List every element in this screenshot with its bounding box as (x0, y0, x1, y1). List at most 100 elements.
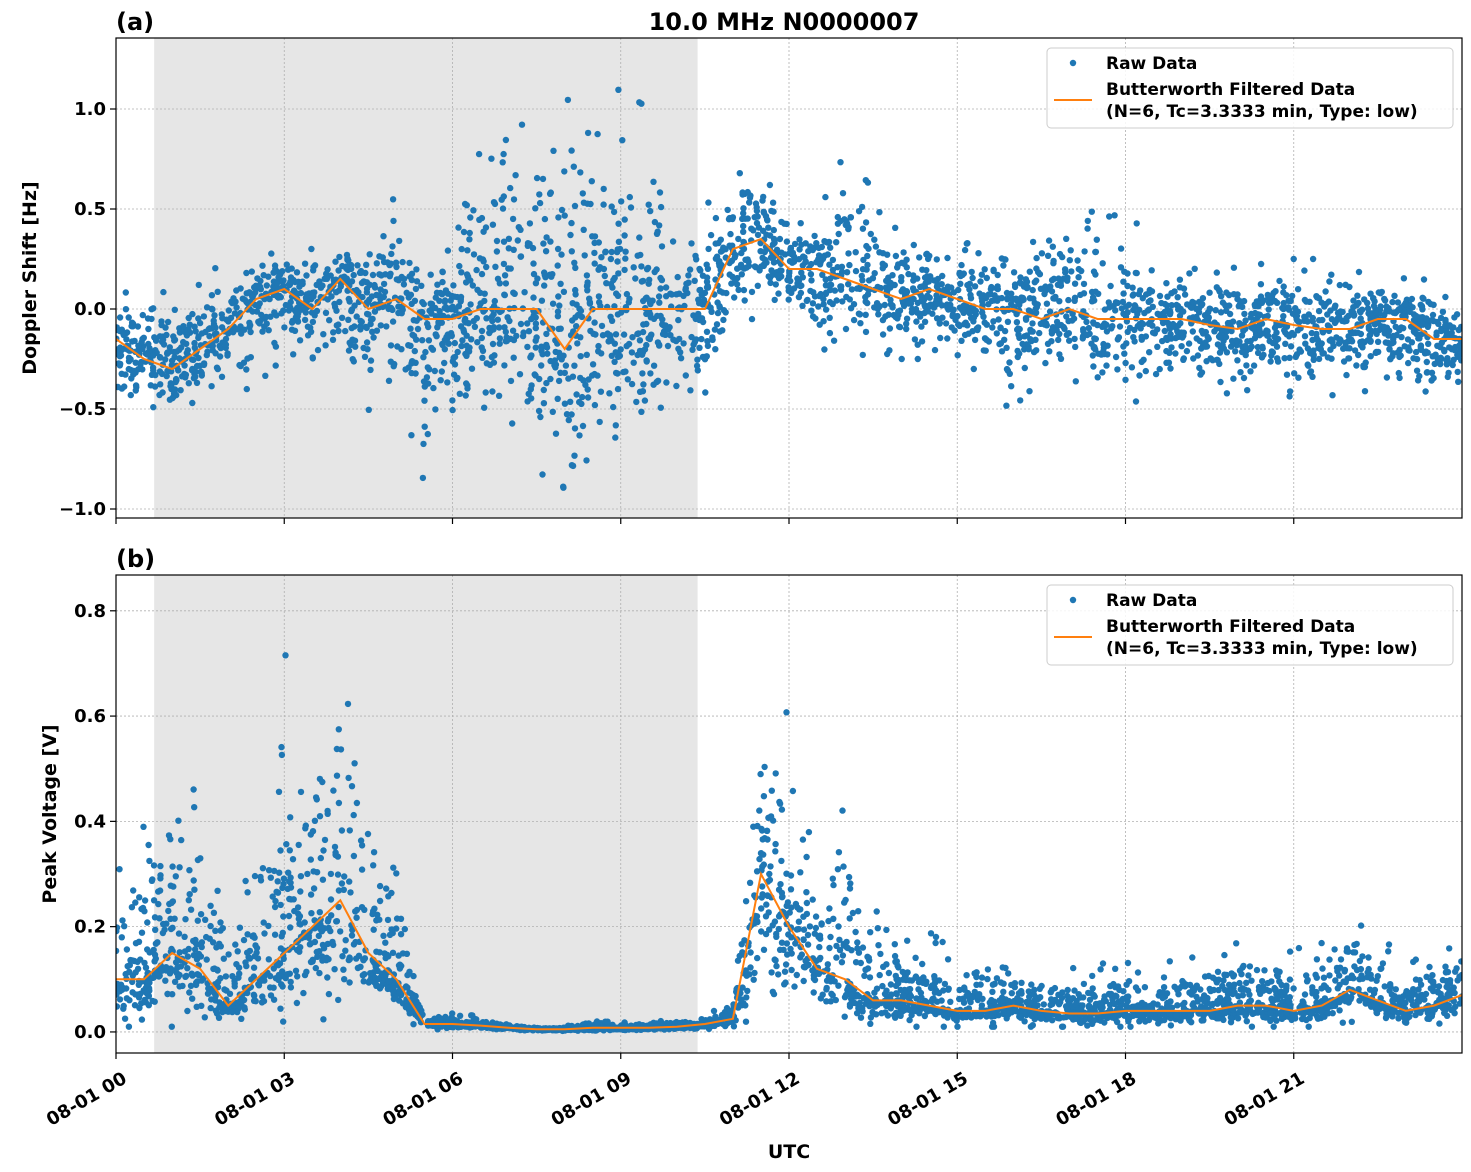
raw-data-point (252, 942, 259, 949)
raw-data-point (500, 260, 508, 268)
raw-data-point (1115, 334, 1123, 341)
raw-data-point (455, 224, 462, 231)
raw-data-point (1301, 313, 1308, 320)
raw-data-point (333, 918, 340, 925)
raw-data-point (408, 432, 415, 439)
raw-data-point (441, 359, 448, 367)
raw-data-point (278, 743, 285, 751)
raw-data-point (364, 830, 372, 838)
raw-data-point (116, 327, 124, 335)
raw-data-point (800, 913, 807, 920)
raw-data-point (366, 251, 373, 258)
raw-data-point (1380, 323, 1388, 330)
raw-data-point (524, 320, 531, 327)
raw-data-point (156, 368, 164, 375)
raw-data-point (859, 351, 866, 359)
raw-data-point (1386, 346, 1393, 353)
raw-data-point (772, 281, 779, 288)
raw-data-point (490, 359, 498, 366)
raw-data-point (879, 250, 887, 257)
raw-data-point (347, 341, 355, 349)
raw-data-point (350, 811, 357, 819)
raw-data-point (600, 185, 607, 193)
raw-data-point (469, 282, 476, 289)
raw-data-point (1104, 342, 1111, 349)
raw-data-point (898, 355, 905, 363)
raw-data-point (614, 385, 622, 393)
raw-data-point (1071, 297, 1078, 304)
raw-data-point (510, 196, 518, 203)
raw-data-point (944, 335, 951, 342)
raw-data-point (812, 315, 819, 322)
raw-data-point (979, 298, 986, 305)
raw-data-point (1064, 277, 1071, 284)
raw-data-point (421, 397, 428, 404)
raw-data-point (879, 982, 886, 990)
raw-data-point (117, 352, 125, 359)
raw-data-point (1121, 350, 1128, 357)
raw-data-point (874, 305, 881, 313)
raw-data-point (1420, 295, 1427, 302)
panel-label: (a) (116, 8, 154, 36)
raw-data-point (116, 314, 124, 321)
raw-data-point (273, 280, 281, 287)
raw-data-point (856, 285, 863, 293)
raw-data-point (1424, 323, 1432, 330)
raw-data-point (1392, 323, 1399, 330)
raw-data-point (131, 337, 138, 345)
raw-data-point (567, 398, 574, 405)
raw-data-point (1120, 278, 1127, 285)
raw-data-point (803, 962, 810, 970)
raw-data-point (301, 260, 309, 267)
raw-data-point (478, 334, 485, 342)
raw-data-point (1351, 347, 1359, 354)
raw-data-point (168, 1023, 175, 1030)
raw-data-point (501, 362, 508, 369)
raw-data-point (278, 310, 285, 317)
raw-data-point (280, 1018, 287, 1025)
raw-data-point (569, 373, 577, 380)
raw-data-point (1395, 369, 1403, 377)
raw-data-point (758, 928, 765, 935)
raw-data-point (1117, 245, 1125, 252)
raw-data-point (1005, 970, 1012, 977)
raw-data-point (464, 247, 471, 254)
raw-data-point (182, 372, 189, 379)
y-tick-label: 0.0 (74, 299, 106, 320)
raw-data-point (769, 988, 776, 995)
raw-data-point (1442, 322, 1449, 329)
raw-data-point (528, 315, 535, 323)
raw-data-point (321, 836, 329, 844)
raw-data-point (1020, 296, 1027, 303)
raw-data-point (543, 234, 550, 241)
raw-data-point (353, 313, 360, 320)
panel-b-voltage: 0.00.20.40.60.8(b)Peak Voltage [V]Raw Da… (39, 545, 1463, 1059)
raw-data-point (550, 147, 557, 154)
raw-data-point (335, 726, 342, 733)
raw-data-point (595, 293, 603, 300)
raw-data-point (1050, 257, 1057, 265)
raw-data-point (606, 390, 613, 397)
raw-data-point (1348, 338, 1356, 345)
raw-data-point (1240, 327, 1247, 335)
raw-data-point (122, 306, 130, 313)
raw-data-point (823, 998, 830, 1005)
raw-data-point (175, 817, 182, 824)
raw-data-point (1442, 293, 1449, 301)
raw-data-point (638, 408, 645, 415)
raw-data-point (1265, 299, 1273, 306)
raw-data-point (1198, 327, 1206, 335)
raw-data-point (1413, 367, 1421, 374)
raw-data-point (1230, 375, 1237, 382)
raw-data-point (614, 246, 621, 253)
raw-data-point (863, 242, 870, 250)
raw-data-point (594, 372, 601, 379)
raw-data-point (799, 302, 806, 309)
raw-data-point (419, 337, 426, 344)
raw-data-point (774, 272, 781, 279)
raw-data-point (246, 289, 253, 296)
raw-data-point (505, 235, 513, 242)
raw-data-point (217, 919, 224, 926)
raw-data-point (246, 319, 253, 326)
raw-data-point (1148, 267, 1155, 274)
